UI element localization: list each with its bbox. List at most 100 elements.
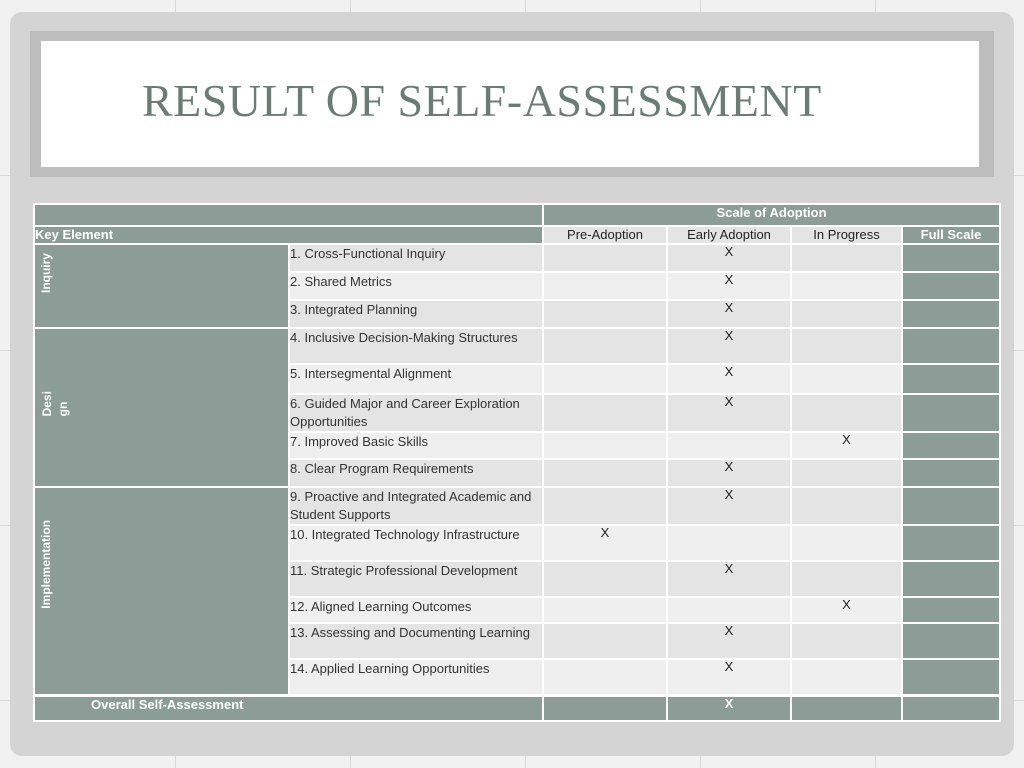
row-item: 6. Guided Major and Career Exploration O… (288, 393, 544, 433)
table-row: 5. Intersegmental Alignment X (34, 363, 1002, 395)
table-row: Implementation 9. Proactive and Integrat… (33, 486, 1002, 696)
cell-full-scale (900, 622, 1002, 660)
cell-pre-adoption: X (542, 524, 668, 562)
cell-in-progress: X (790, 431, 903, 460)
cell-in-progress (790, 393, 903, 433)
group-label-implementation: Implementation (33, 486, 290, 696)
row-item: 11. Strategic Professional Development (288, 560, 544, 598)
cell-pre-adoption (542, 363, 668, 395)
table-row: 3. Integrated Planning X (34, 299, 1002, 329)
cell-in-progress (790, 560, 903, 598)
cell-full-scale (900, 458, 1002, 488)
cell-early-adoption: X (666, 299, 792, 329)
table-row: 11. Strategic Professional Development X (34, 560, 1002, 598)
cell-early-adoption: X (666, 327, 792, 365)
cell-in-progress (790, 524, 903, 562)
self-assessment-table: Scale of Adoption Key Element Pre-Adopti… (33, 203, 1002, 722)
cell-pre-adoption (542, 622, 668, 660)
cell-early-adoption (666, 431, 792, 460)
table-header-blank (33, 203, 544, 227)
cell-full-scale (900, 271, 1002, 301)
cell-in-progress (790, 658, 903, 696)
row-item: 9. Proactive and Integrated Academic and… (288, 486, 544, 526)
cell-early-adoption (666, 524, 792, 562)
cell-full-scale (900, 596, 1002, 624)
cell-pre-adoption (542, 658, 668, 696)
cell-in-progress (790, 486, 903, 526)
row-item: 8. Clear Program Requirements (288, 458, 544, 488)
table-row: 13. Assessing and Documenting Learning X (34, 622, 1002, 660)
col-header-full-scale: Full Scale (900, 225, 1002, 245)
row-item: 5. Intersegmental Alignment (288, 363, 544, 395)
cell-early-adoption: X (666, 658, 792, 696)
key-element-header: Key Element (33, 225, 544, 245)
overall-pre-adoption (542, 693, 668, 722)
cell-full-scale (900, 658, 1002, 696)
cell-early-adoption: X (666, 622, 792, 660)
overall-early-adoption: X (666, 693, 792, 722)
group-label-design: Desi gn (33, 327, 290, 488)
cell-in-progress (790, 622, 903, 660)
cell-early-adoption (666, 596, 792, 624)
row-item: 13. Assessing and Documenting Learning (288, 622, 544, 660)
cell-pre-adoption (542, 243, 668, 273)
cell-full-scale (900, 393, 1002, 433)
cell-in-progress (790, 299, 903, 329)
row-item: 10. Integrated Technology Infrastructure (288, 524, 544, 562)
scale-of-adoption-header: Scale of Adoption (541, 203, 1002, 227)
col-header-early-adoption: Early Adoption (666, 225, 792, 245)
row-item: 14. Applied Learning Opportunities (288, 658, 544, 696)
cell-in-progress (790, 363, 903, 395)
cell-early-adoption: X (666, 243, 792, 273)
col-header-in-progress: In Progress (790, 225, 903, 245)
table-row: 12. Aligned Learning Outcomes X (34, 596, 1002, 624)
cell-full-scale (900, 327, 1002, 365)
slide-title: RESULT OF SELF-ASSESSMENT (142, 75, 822, 126)
overall-label: Overall Self-Assessment (33, 693, 544, 722)
cell-pre-adoption (542, 327, 668, 365)
row-item: 3. Integrated Planning (288, 299, 544, 329)
table-row: 7. Improved Basic Skills X (34, 431, 1002, 460)
cell-full-scale (900, 299, 1002, 329)
title-panel (41, 41, 979, 167)
overall-in-progress (790, 693, 903, 722)
cell-pre-adoption (542, 271, 668, 301)
table-row: Desi gn 4. Inclusive Decision-Making Str… (33, 327, 1002, 488)
cell-full-scale (900, 560, 1002, 598)
cell-early-adoption: X (666, 458, 792, 488)
cell-full-scale (900, 243, 1002, 273)
cell-pre-adoption (542, 486, 668, 526)
group-label-inquiry: Inquiry (33, 243, 290, 329)
table-row: Inquiry 1. Cross-Functional Inquiry X (33, 243, 1002, 329)
overall-full-scale (900, 693, 1002, 722)
row-item: 7. Improved Basic Skills (288, 431, 544, 460)
table-row: 2. Shared Metrics X (34, 271, 1002, 301)
cell-pre-adoption (542, 299, 668, 329)
cell-pre-adoption (542, 458, 668, 488)
row-item: 12. Aligned Learning Outcomes (288, 596, 544, 624)
cell-full-scale (900, 524, 1002, 562)
table-row: 6. Guided Major and Career Exploration O… (34, 393, 1002, 433)
cell-in-progress (790, 243, 903, 273)
cell-early-adoption: X (666, 363, 792, 395)
overall-row: Overall Self-Assessment X (33, 693, 1002, 722)
cell-pre-adoption (542, 393, 668, 433)
cell-early-adoption: X (666, 393, 792, 433)
table-row: 8. Clear Program Requirements X (34, 458, 1002, 488)
table-row: 14. Applied Learning Opportunities X (34, 658, 1002, 696)
cell-in-progress: X (790, 596, 903, 624)
row-item: 2. Shared Metrics (288, 271, 544, 301)
cell-full-scale (900, 363, 1002, 395)
table-row: 10. Integrated Technology Infrastructure… (34, 524, 1002, 562)
col-header-pre-adoption: Pre-Adoption (542, 225, 668, 245)
cell-early-adoption: X (666, 560, 792, 598)
cell-in-progress (790, 327, 903, 365)
cell-in-progress (790, 458, 903, 488)
cell-pre-adoption (542, 560, 668, 598)
cell-in-progress (790, 271, 903, 301)
cell-pre-adoption (542, 596, 668, 624)
cell-early-adoption: X (666, 486, 792, 526)
cell-pre-adoption (542, 431, 668, 460)
cell-early-adoption: X (666, 271, 792, 301)
cell-full-scale (900, 431, 1002, 460)
